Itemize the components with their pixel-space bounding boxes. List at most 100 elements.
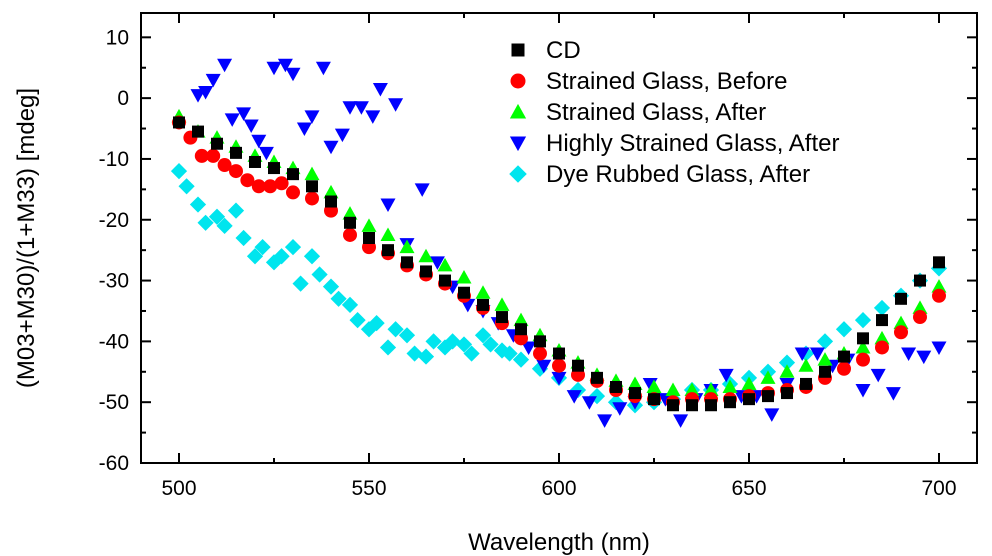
data-point — [536, 359, 552, 374]
data-point — [439, 274, 451, 287]
y-tick-label: -20 — [99, 209, 129, 232]
data-point — [809, 347, 825, 362]
data-point — [610, 380, 622, 393]
legend-marker — [509, 165, 527, 183]
data-point — [230, 146, 242, 159]
data-point — [363, 232, 375, 244]
data-point — [268, 162, 280, 175]
data-point — [205, 73, 221, 88]
data-point — [612, 402, 628, 416]
data-point — [387, 321, 404, 338]
data-point — [857, 332, 869, 345]
data-point — [627, 376, 643, 390]
data-point — [764, 408, 780, 422]
data-point — [855, 384, 871, 398]
data-point — [342, 101, 358, 115]
data-point — [274, 176, 289, 191]
data-point — [703, 382, 719, 397]
data-point — [838, 350, 850, 363]
data-point — [494, 297, 510, 311]
data-point — [648, 393, 660, 406]
data-point — [515, 323, 527, 336]
data-point — [243, 119, 259, 133]
data-point — [217, 158, 232, 173]
data-point — [513, 312, 529, 327]
data-point — [444, 333, 461, 350]
data-point — [482, 336, 499, 353]
data-point — [192, 125, 204, 138]
y-tick-label: -10 — [99, 148, 129, 171]
data-point — [344, 216, 356, 229]
data-point — [597, 414, 613, 428]
legend-label: Strained Glass, Before — [546, 68, 787, 95]
data-point — [629, 387, 641, 400]
data-point — [798, 358, 814, 372]
data-point — [893, 315, 909, 330]
legend-marker — [510, 73, 526, 89]
data-point — [819, 365, 831, 378]
data-point — [496, 311, 508, 324]
data-point — [588, 388, 606, 405]
data-point — [251, 134, 267, 149]
data-point — [856, 352, 870, 367]
x-tick-label: 550 — [351, 477, 386, 500]
data-point — [379, 339, 397, 356]
data-point — [566, 390, 582, 404]
data-point — [854, 311, 872, 329]
data-point — [455, 336, 473, 353]
data-point — [912, 300, 928, 314]
data-point — [398, 327, 416, 344]
data-point — [933, 256, 945, 269]
data-point — [208, 208, 226, 225]
data-point — [287, 168, 299, 181]
data-point — [325, 195, 337, 208]
data-point — [224, 113, 240, 127]
data-point — [876, 314, 888, 327]
data-point — [286, 185, 300, 200]
data-point — [406, 345, 423, 362]
data-point — [429, 256, 445, 270]
x-tick-label: 650 — [731, 477, 766, 500]
data-point — [646, 379, 662, 393]
data-point — [227, 202, 245, 219]
data-point — [178, 178, 195, 195]
data-point — [512, 351, 530, 368]
data-point — [534, 335, 546, 348]
data-point — [206, 148, 221, 163]
data-point — [901, 347, 917, 362]
data-point — [741, 376, 757, 390]
data-point — [365, 110, 381, 124]
data-point — [334, 128, 350, 143]
data-point — [895, 292, 907, 305]
data-point — [382, 244, 394, 257]
legend-label: Strained Glass, After — [546, 99, 766, 126]
data-point — [401, 256, 413, 269]
data-marks — [170, 58, 948, 428]
data-point — [305, 191, 319, 206]
data-point — [197, 214, 214, 231]
data-point — [463, 345, 480, 362]
data-point — [399, 239, 415, 254]
data-point — [581, 396, 597, 410]
data-point — [251, 179, 266, 194]
data-point — [521, 341, 537, 355]
data-point — [211, 137, 223, 150]
data-point — [349, 311, 366, 329]
data-point — [372, 83, 388, 97]
data-point — [240, 173, 255, 188]
data-point — [303, 248, 321, 265]
data-point — [552, 358, 566, 373]
data-point — [718, 368, 734, 383]
data-point — [456, 270, 472, 284]
data-point — [667, 399, 679, 412]
data-point — [779, 364, 795, 378]
data-point — [380, 198, 396, 213]
data-point — [855, 339, 871, 354]
data-point — [684, 382, 700, 397]
data-point — [388, 98, 404, 112]
data-point — [246, 248, 264, 265]
data-point — [551, 371, 567, 386]
data-point — [817, 352, 833, 366]
y-tick-label: -50 — [99, 391, 129, 414]
x-tick-label: 600 — [541, 477, 576, 500]
